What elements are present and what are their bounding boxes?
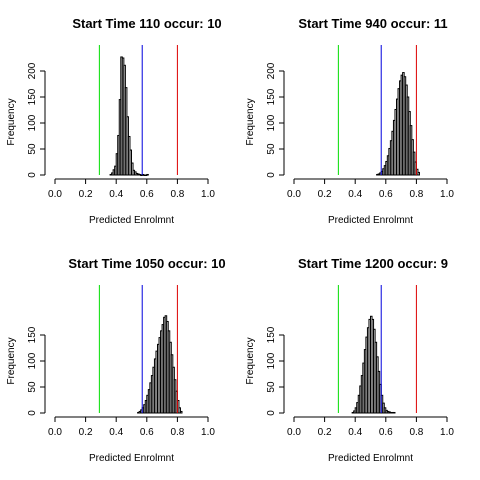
x-tick-label: 0.2 [318,427,332,438]
y-tick-label: 150 [27,326,38,343]
histogram-panel: Start Time 1200 occur: 9 0.0 0.2 0.4 0.6 0.8 1… [245,256,454,464]
x-tick-label: 0.8 [170,427,184,438]
x-tick-label: 0.2 [79,189,93,200]
panel-title: Start Time 1200 occur: 9 [298,256,448,271]
y-tick-label: 150 [266,88,277,105]
y-axis-label: Frequency [245,98,256,145]
x-tick-label: 0.6 [140,427,154,438]
y-tick-label: 100 [27,114,38,131]
y-axis-label: Frequency [6,98,17,145]
histogram-bar [129,149,133,176]
x-tick-label: 1.0 [201,427,215,438]
y-tick-label: 0 [266,172,277,178]
histogram-bar [179,410,183,414]
x-tick-label: 0.2 [79,427,93,438]
histogram-bar [392,411,396,414]
x-tick-label: 0.8 [170,189,184,200]
x-tick-label: 0.2 [318,189,332,200]
x-tick-label: 0.0 [48,427,62,438]
histogram-bar [146,173,149,176]
histogram-bar [131,162,134,176]
x-tick-label: 0.4 [109,427,123,438]
histogram-bar [178,407,181,414]
y-tick-label: 0 [27,410,38,416]
y-tick-label: 50 [266,143,277,155]
y-tick-label: 150 [27,88,38,105]
panel-title: Start Time 1050 occur: 10 [68,256,225,271]
x-tick-label: 0.8 [409,427,423,438]
y-tick-label: 0 [266,410,277,416]
histogram-panel: Start Time 940 occur: 11 0.0 0.2 0.4 0.6 0.8 1… [245,16,454,226]
x-axis-label: Predicted Enrolmnt [328,453,413,464]
y-tick-label: 0 [27,172,38,178]
histogram-bar [417,171,420,176]
y-axis-label: Frequency [6,337,17,384]
x-axis-label: Predicted Enrolmnt [89,215,174,226]
x-tick-label: 1.0 [440,427,454,438]
histogram-panel: Start Time 1050 occur: 10 0.0 0.2 0.4 0.6 0.8… [6,256,226,464]
x-tick-label: 0.4 [109,189,123,200]
histogram-panel: Start Time 110 occur: 10 0.0 0.2 0.4 0.6 0.8 1… [6,16,222,226]
y-tick-label: 100 [266,352,277,369]
x-tick-label: 1.0 [440,189,454,200]
y-tick-label: 50 [27,381,38,393]
x-axis-label: Predicted Enrolmnt [328,215,413,226]
x-tick-label: 0.6 [379,427,393,438]
x-tick-label: 0.8 [409,189,423,200]
x-tick-label: 0.0 [287,189,301,200]
y-tick-label: 50 [266,381,277,393]
y-tick-label: 50 [27,143,38,155]
x-tick-label: 0.6 [140,189,154,200]
y-tick-label: 150 [266,326,277,343]
x-tick-label: 1.0 [201,189,215,200]
x-tick-label: 0.4 [348,189,362,200]
x-tick-label: 0.0 [48,189,62,200]
x-tick-label: 0.6 [379,189,393,200]
y-tick-label: 200 [266,62,277,79]
y-tick-label: 100 [27,352,38,369]
x-axis-label: Predicted Enrolmnt [89,453,174,464]
x-tick-label: 0.4 [348,427,362,438]
panel-title: Start Time 940 occur: 11 [298,16,447,31]
panel-title: Start Time 110 occur: 10 [72,16,221,31]
y-tick-label: 200 [27,62,38,79]
x-tick-label: 0.0 [287,427,301,438]
y-tick-label: 100 [266,114,277,131]
y-axis-label: Frequency [245,337,256,384]
